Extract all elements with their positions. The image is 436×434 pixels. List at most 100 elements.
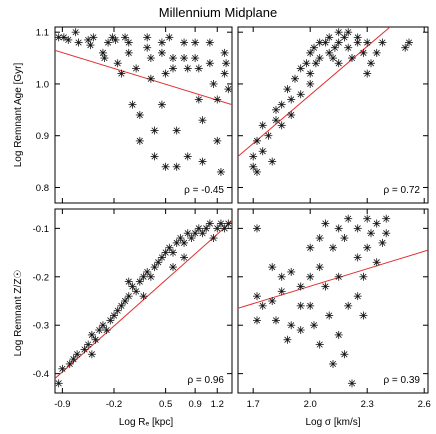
data-point — [253, 224, 261, 233]
data-point — [378, 238, 387, 247]
data-point-stroke — [259, 302, 266, 309]
data-point-stroke — [158, 39, 166, 46]
data-point-stroke — [288, 96, 295, 103]
data-point-stroke — [85, 341, 92, 348]
data-point-stroke — [72, 29, 79, 36]
data-point-stroke — [379, 39, 386, 46]
data-point — [363, 214, 372, 223]
data-point-stroke — [162, 249, 169, 256]
data-point-stroke — [278, 288, 285, 295]
data-point — [321, 282, 330, 291]
data-point-stroke — [136, 137, 143, 144]
data-point — [224, 219, 233, 228]
data-point — [372, 258, 381, 267]
data-point — [329, 359, 337, 368]
data-point — [272, 116, 280, 125]
data-point-stroke — [180, 239, 188, 246]
data-point-stroke — [341, 351, 348, 358]
data-point-stroke — [99, 49, 107, 56]
data-point — [268, 157, 277, 166]
data-point-stroke — [345, 215, 352, 222]
data-point-stroke — [402, 44, 409, 51]
data-point — [135, 136, 144, 145]
data-point — [253, 292, 261, 301]
data-point — [132, 64, 141, 73]
data-point-stroke — [169, 54, 177, 62]
data-point — [348, 379, 356, 388]
data-point — [121, 33, 130, 42]
data-point — [334, 272, 343, 281]
data-point-stroke — [379, 239, 386, 246]
y-axis-title-bottom: Log Remnant Z/Z☉ — [13, 270, 24, 357]
panel-frame — [237, 208, 429, 394]
data-point-stroke — [184, 65, 191, 72]
data-point-stroke — [335, 39, 342, 46]
data-point-stroke — [272, 117, 280, 124]
data-point — [169, 54, 177, 63]
data-point — [169, 64, 177, 73]
data-point-stroke — [297, 326, 304, 334]
data-point — [187, 234, 196, 243]
x-tick-label: 1.2 — [211, 399, 224, 410]
data-point — [249, 162, 258, 171]
data-point — [330, 43, 339, 52]
data-point-stroke — [155, 259, 162, 266]
data-point-stroke — [96, 326, 103, 334]
data-point — [98, 321, 107, 330]
data-point-stroke — [195, 96, 202, 103]
data-point-stroke — [272, 106, 280, 113]
data-point-stroke — [173, 163, 180, 170]
data-point — [180, 54, 189, 63]
data-point-stroke — [312, 60, 319, 67]
data-point-stroke — [144, 268, 151, 276]
data-point — [194, 95, 203, 104]
data-point — [353, 224, 362, 233]
x-axis-title-right: Log σ [km/s] — [305, 417, 360, 428]
data-point-stroke — [269, 297, 276, 305]
data-point — [194, 224, 203, 233]
data-point — [334, 224, 343, 233]
y-tick-label: 0.9 — [36, 131, 49, 142]
data-point — [277, 121, 286, 130]
data-point — [157, 253, 166, 262]
data-point — [348, 54, 356, 63]
data-point-stroke — [70, 356, 77, 363]
data-point — [89, 33, 98, 42]
data-point — [69, 355, 78, 364]
data-point-stroke — [118, 302, 125, 309]
panel-top-right: ρ = 0.72 — [237, 26, 429, 204]
data-point-stroke — [133, 288, 140, 295]
data-point — [124, 38, 133, 47]
data-point — [169, 263, 177, 272]
data-point — [311, 59, 320, 68]
data-point-stroke — [316, 341, 323, 348]
data-point — [180, 238, 189, 247]
data-point-stroke — [140, 273, 147, 280]
data-point-stroke — [316, 54, 323, 62]
panel-top-left: 0.8 0.9 1.0 1.1 ρ = -0.45 — [36, 26, 233, 204]
data-point-stroke — [199, 230, 206, 237]
data-point-stroke — [360, 273, 367, 280]
data-point-stroke — [199, 117, 206, 124]
data-point-stroke — [284, 86, 291, 93]
data-point — [80, 345, 89, 354]
data-point — [205, 38, 214, 47]
x-tick-label: 2.6 — [418, 399, 431, 410]
data-point — [117, 69, 126, 78]
data-point — [111, 35, 120, 44]
data-point — [367, 59, 375, 68]
data-point — [253, 316, 261, 325]
data-point-stroke — [214, 137, 221, 144]
data-point — [87, 350, 96, 359]
data-point-stroke — [199, 158, 206, 165]
data-point-stroke — [354, 39, 361, 46]
data-point — [165, 243, 174, 252]
data-point — [191, 38, 200, 47]
data-point — [268, 297, 277, 305]
data-point — [143, 43, 152, 52]
data-point-stroke — [192, 54, 199, 62]
data-point-stroke — [158, 49, 166, 56]
data-point-stroke — [158, 254, 166, 261]
data-point-stroke — [203, 225, 210, 232]
data-point-stroke — [316, 264, 323, 271]
